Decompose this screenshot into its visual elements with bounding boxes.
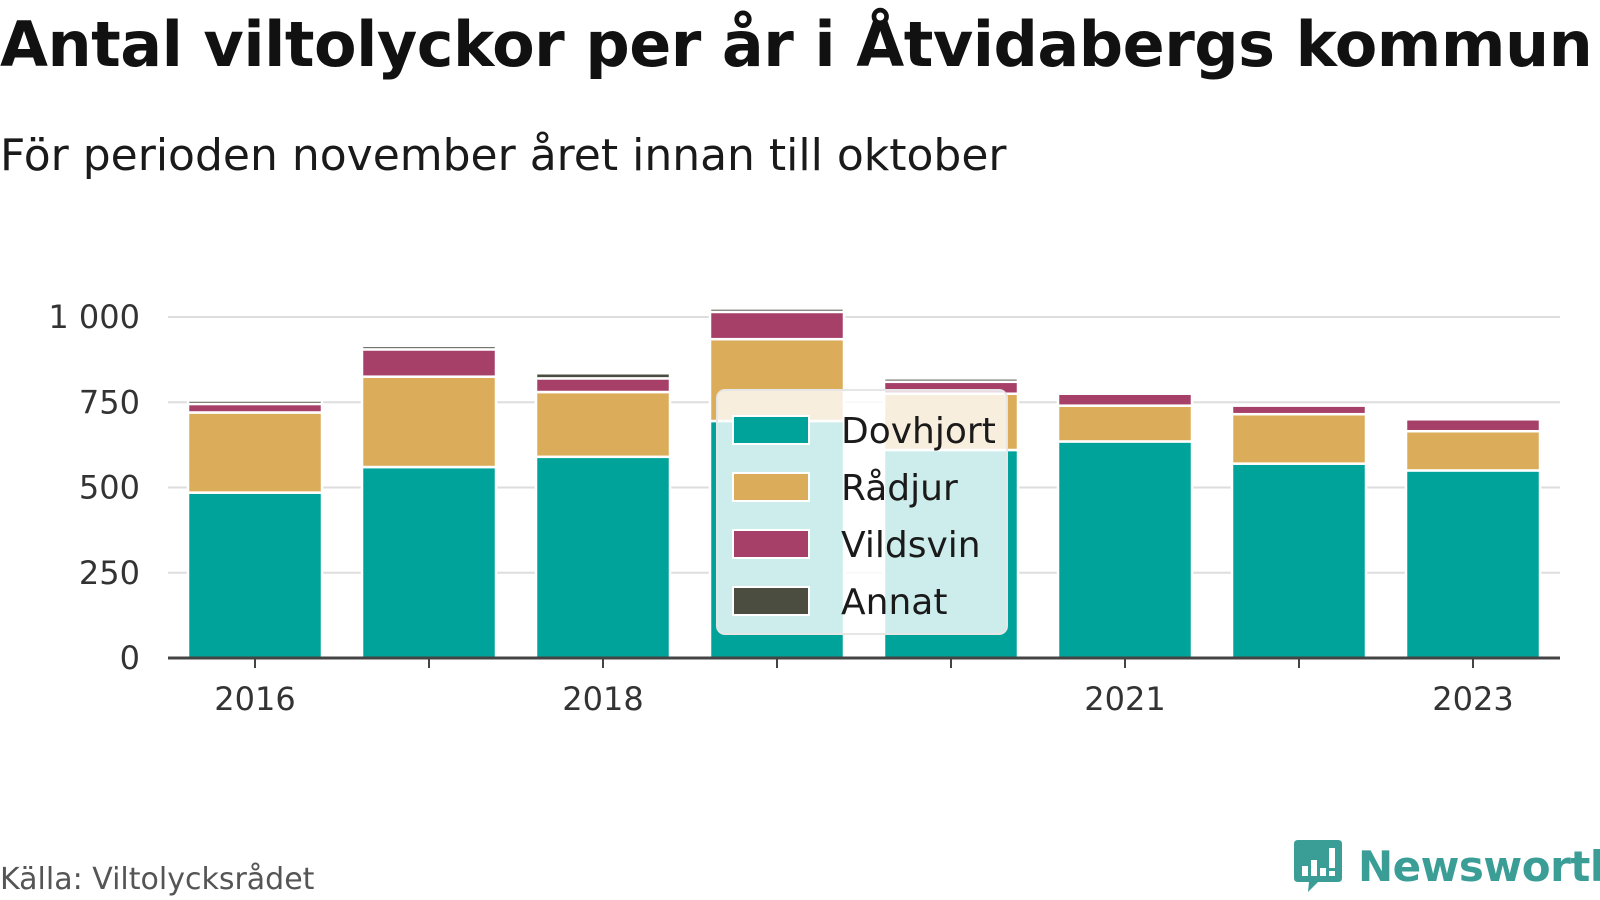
x-tick-label: 2018 <box>562 680 643 718</box>
legend-label-vildsvin: Vildsvin <box>841 525 981 566</box>
legend-swatch-dovhjort <box>732 415 810 445</box>
bar-segment-vildsvin <box>534 377 672 394</box>
newsworthy-logo-icon <box>1294 840 1342 892</box>
y-tick-label: 750 <box>79 383 140 421</box>
bar-segment-vildsvin <box>360 348 498 378</box>
axes: 0 250 500 750 1 000 2016 2018 2021 2023 <box>48 298 1560 718</box>
bar-segment-annat <box>186 399 324 406</box>
bar-segment-dovhjort <box>360 465 498 660</box>
bar-segment-vildsvin <box>1404 418 1542 433</box>
bar-segment-rådjur <box>186 411 324 494</box>
bar-segment-annat <box>534 372 672 380</box>
bar-segment-vildsvin <box>1056 392 1194 407</box>
bar-segment-rådjur <box>534 390 672 459</box>
legend-box <box>716 389 1008 635</box>
y-tick-label: 0 <box>120 639 140 677</box>
legend-label-dovhjort: Dovhjort <box>841 411 996 452</box>
legend-label-annat: Annat <box>841 582 947 623</box>
bar-segment-rådjur <box>1056 404 1194 443</box>
legend-swatch-annat <box>732 586 810 616</box>
bar-segment-dovhjort <box>534 455 672 660</box>
brand-logo: Newsworthy <box>1292 838 1600 894</box>
bar-segment-vildsvin <box>1230 404 1368 416</box>
chart-title: Antal viltolyckor per år i Åtvidabergs k… <box>0 8 1593 81</box>
x-tick-label: 2016 <box>214 680 295 718</box>
y-tick-label: 1 000 <box>48 298 140 336</box>
bar-segment-rådjur <box>360 375 498 469</box>
legend-label-rådjur: Rådjur <box>841 468 958 509</box>
stacked-bar-chart: 0 250 500 750 1 000 2016 2018 2021 2023 Dovhjort… <box>48 298 1560 718</box>
bar-segment-dovhjort <box>186 491 324 660</box>
legend: Dovhjort Rådjur Vildsvin Annat <box>716 389 1008 635</box>
bar-segment-annat <box>360 344 498 351</box>
bar-segment-dovhjort <box>1230 462 1368 660</box>
bar-segment-rådjur <box>1404 429 1542 472</box>
bar-segment-annat <box>882 377 1020 384</box>
bar-segment-annat <box>708 307 846 314</box>
brand-name: Newsworthy <box>1358 841 1600 891</box>
legend-swatch-rådjur <box>732 472 810 502</box>
bar-segment-vildsvin <box>186 402 324 414</box>
chart-subtitle: För perioden november året innan till ok… <box>0 130 1007 181</box>
x-tick-label: 2021 <box>1084 680 1165 718</box>
source-note: Källa: Viltolycksrådet <box>0 862 315 897</box>
y-tick-label: 250 <box>79 554 140 592</box>
bar-segment-dovhjort <box>1056 440 1194 660</box>
bar-segment-rådjur <box>1230 412 1368 465</box>
x-tick-label: 2023 <box>1432 680 1513 718</box>
y-tick-label: 500 <box>79 469 140 507</box>
bar-segment-vildsvin <box>708 310 846 341</box>
bar-segment-dovhjort <box>1404 469 1542 660</box>
legend-swatch-vildsvin <box>732 529 810 559</box>
